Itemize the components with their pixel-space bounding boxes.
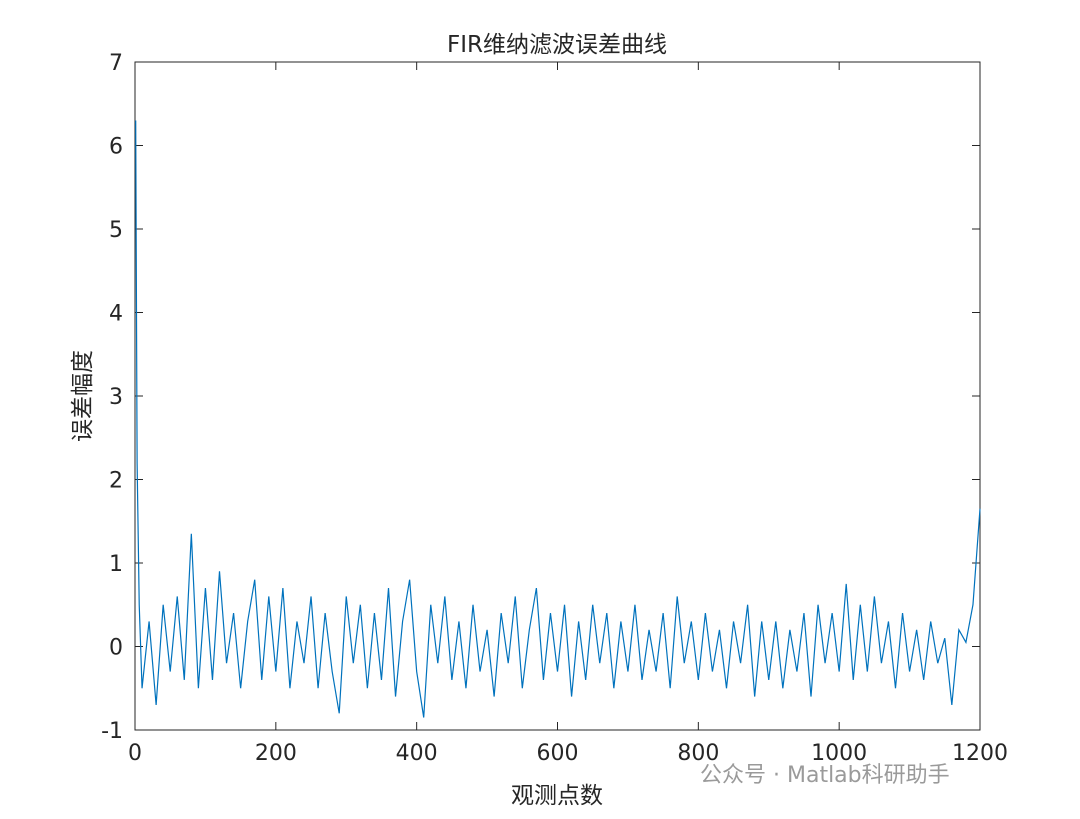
x-tick-label: 200	[255, 741, 297, 766]
y-tick-label: 2	[109, 469, 123, 494]
x-axis-label: 观测点数	[511, 783, 603, 809]
data-line	[135, 120, 981, 718]
x-tick-label: 1000	[811, 741, 867, 766]
chart-title: FIR维纳滤波误差曲线	[447, 32, 667, 58]
x-tick-label: 1200	[952, 741, 1008, 766]
y-tick-label: 1	[109, 552, 123, 577]
y-tick-label: 0	[109, 636, 123, 661]
x-tick-label: 0	[128, 741, 142, 766]
y-tick-label: -1	[101, 719, 123, 744]
y-tick-label: 6	[109, 135, 123, 160]
y-tick-label: 7	[109, 51, 123, 76]
y-tick-label: 4	[109, 302, 123, 327]
plot-frame	[134, 61, 981, 731]
x-tick-label: 400	[396, 741, 438, 766]
watermark: 公众号 · Matlab科研助手	[700, 763, 950, 788]
y-axis-label: 误差幅度	[70, 350, 96, 442]
y-tick-label: 5	[109, 218, 123, 243]
x-tick-label: 800	[677, 741, 719, 766]
x-tick-label: 600	[537, 741, 579, 766]
y-tick-label: 3	[109, 385, 123, 410]
